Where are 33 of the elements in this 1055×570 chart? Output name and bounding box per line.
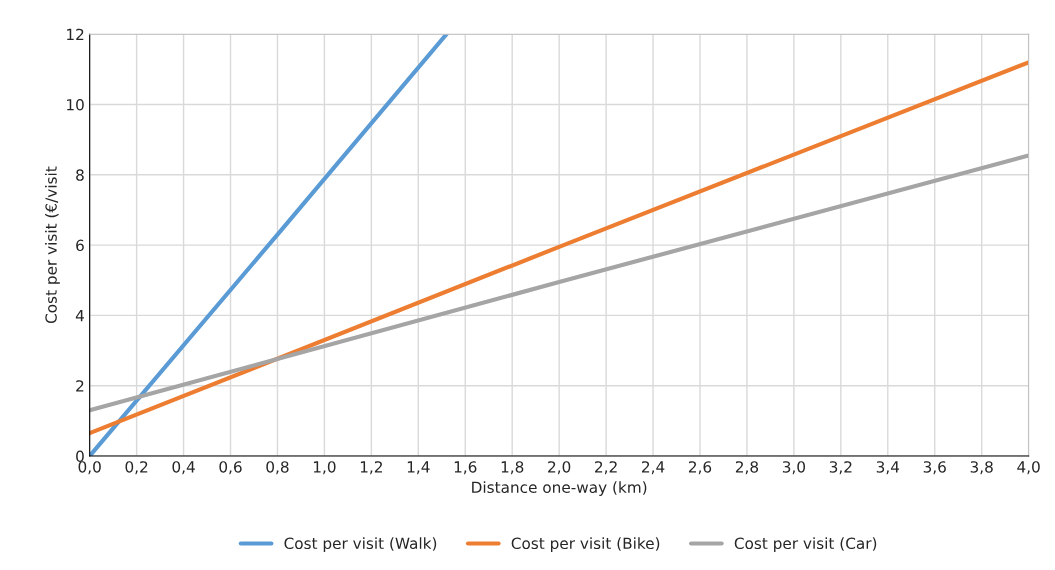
y-tick-label: 10 bbox=[67, 98, 84, 111]
y-axis-title: Cost per visit (€/visit bbox=[45, 166, 60, 324]
x-tick-label: 2,4 bbox=[642, 461, 665, 475]
y-tick-label: 0 bbox=[76, 450, 84, 463]
legend-label: Cost per visit (Bike) bbox=[511, 537, 660, 553]
x-axis-title: Distance one-way (km) bbox=[472, 481, 647, 496]
x-tick-label: 0,0 bbox=[78, 461, 101, 475]
y-tick-label: 4 bbox=[75, 310, 84, 322]
legend-label: Cost per visit (Walk) bbox=[284, 537, 437, 553]
legend-label: Cost per visit (Car) bbox=[734, 537, 877, 553]
x-tick-label: 2,0 bbox=[548, 461, 571, 475]
x-tick-label: 3,0 bbox=[782, 461, 806, 475]
x-tick-label: 0,8 bbox=[266, 461, 289, 475]
x-tick-label: 1,2 bbox=[360, 461, 382, 475]
x-tick-label: 3,2 bbox=[829, 461, 852, 475]
x-tick-label: 3,4 bbox=[876, 461, 900, 475]
x-tick-label: 3,8 bbox=[970, 461, 993, 475]
x-tick-label: 0,6 bbox=[219, 461, 242, 475]
x-tick-label: 2,8 bbox=[735, 461, 759, 475]
y-tick-label: 6 bbox=[76, 239, 84, 252]
x-tick-label: 0,4 bbox=[172, 461, 195, 475]
x-tick-label: 2,6 bbox=[688, 461, 712, 475]
x-tick-label: 0,2 bbox=[125, 461, 148, 475]
x-tick-label: 3,6 bbox=[923, 461, 946, 475]
x-tick-label: 1,4 bbox=[407, 461, 430, 475]
y-tick-label: 8 bbox=[76, 169, 84, 181]
x-tick-label: 4,0 bbox=[1017, 461, 1040, 475]
x-tick-label: 1,6 bbox=[454, 461, 477, 475]
x-tick-label: 1,0 bbox=[313, 461, 336, 475]
y-tick-label: 2 bbox=[76, 380, 84, 392]
y-tick-label: 12 bbox=[67, 28, 84, 40]
x-tick-label: 2,2 bbox=[595, 461, 617, 475]
x-tick-label: 1,8 bbox=[501, 461, 524, 475]
